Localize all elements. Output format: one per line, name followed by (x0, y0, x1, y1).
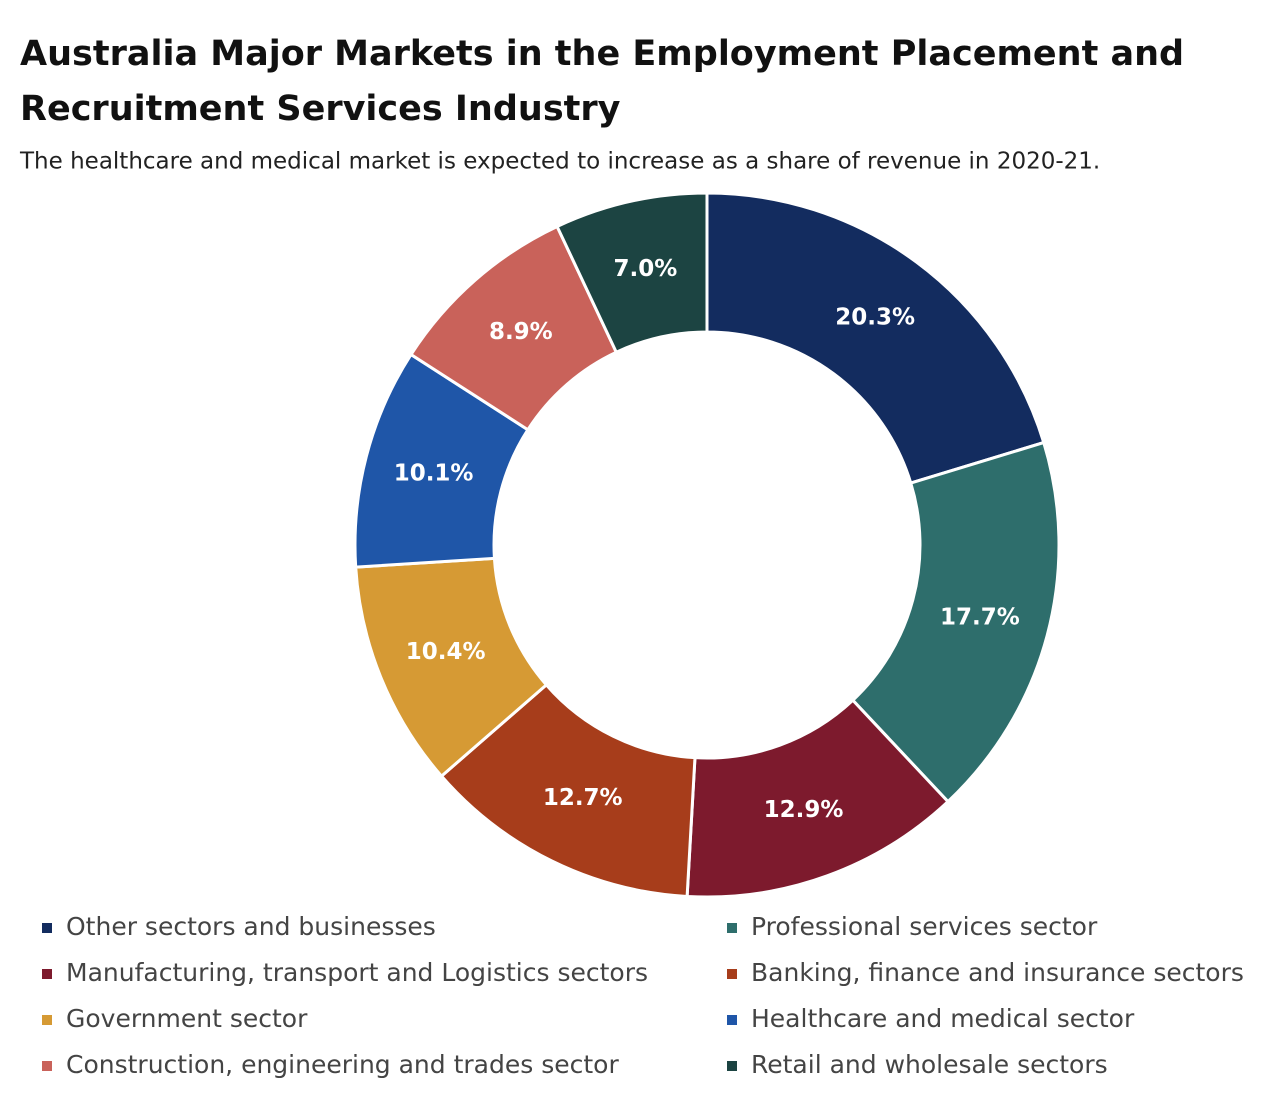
value-label: 10.1% (394, 460, 474, 486)
legend-label: Construction, engineering and trades sec… (66, 1050, 619, 1079)
legend-label: Other sectors and businesses (66, 912, 436, 941)
legend-swatch (42, 1061, 52, 1071)
slice (555, 191, 709, 355)
value-label: 8.9% (489, 319, 553, 345)
legend-swatch (42, 923, 52, 933)
slice (705, 191, 1046, 485)
legend-swatch (727, 1015, 737, 1025)
legend-label: Government sector (66, 1004, 308, 1033)
legend-swatch (727, 923, 737, 933)
legend-label: Banking, finance and insurance sectors (751, 958, 1244, 987)
value-label: 7.0% (613, 256, 677, 282)
value-label: 20.3% (835, 305, 915, 331)
chart-title: Australia Major Markets in the Employmen… (20, 34, 1184, 129)
legend-swatch (42, 1015, 52, 1025)
legend-label: Professional services sector (751, 912, 1098, 941)
legend-label: Manufacturing, transport and Logistics s… (66, 958, 648, 987)
legend-swatch (727, 969, 737, 979)
legend-label: Retail and wholesale sectors (751, 1050, 1108, 1079)
slice (850, 440, 1061, 804)
legend-swatch (42, 969, 52, 979)
legend-label: Healthcare and medical sector (751, 1004, 1135, 1033)
chart-subtitle: The healthcare and medical market is exp… (19, 149, 1100, 175)
value-label: 17.7% (940, 604, 1020, 630)
legend-swatch (727, 1061, 737, 1071)
value-label: 12.7% (543, 785, 623, 811)
value-label: 10.4% (406, 639, 486, 665)
value-label: 12.9% (764, 797, 844, 823)
